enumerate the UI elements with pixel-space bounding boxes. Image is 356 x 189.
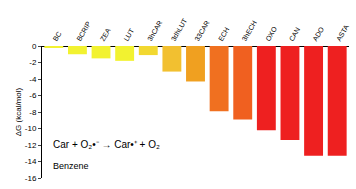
svg-text:-12: -12 — [25, 141, 37, 150]
svg-text:-6: -6 — [29, 91, 37, 100]
svg-text:ZEA: ZEA — [99, 27, 112, 43]
svg-text:-8: -8 — [29, 108, 37, 117]
svg-text:3hECH: 3hECH — [241, 19, 258, 42]
svg-text:ECH: ECH — [217, 26, 230, 42]
svg-text:BC: BC — [52, 30, 63, 42]
svg-text:ASTA: ASTA — [335, 23, 350, 42]
svg-text:33CAR: 33CAR — [193, 19, 210, 42]
svg-text:ΔG (kcal/mol): ΔG (kcal/mol) — [14, 87, 23, 136]
svg-text:ADO: ADO — [311, 25, 325, 42]
svg-text:-10: -10 — [25, 124, 37, 133]
svg-text:CAN: CAN — [288, 26, 301, 42]
svg-text:3hCAR: 3hCAR — [146, 19, 163, 42]
svg-text:-2: -2 — [29, 58, 37, 67]
svg-text:-16: -16 — [25, 174, 37, 183]
svg-text:Car + O₂•⁻ → Car•⁺ + O₂: Car + O₂•⁻ → Car•⁺ + O₂ — [53, 139, 160, 150]
svg-text:OXO: OXO — [264, 25, 278, 42]
svg-text:Benzene: Benzene — [53, 161, 89, 171]
svg-text:BCRIP: BCRIP — [75, 20, 92, 42]
svg-text:0: 0 — [32, 42, 37, 51]
svg-text:-4: -4 — [29, 75, 37, 84]
svg-text:-14: -14 — [25, 157, 37, 166]
svg-text:3dhLUT: 3dhLUT — [170, 17, 189, 43]
svg-text:LUT: LUT — [122, 27, 135, 43]
